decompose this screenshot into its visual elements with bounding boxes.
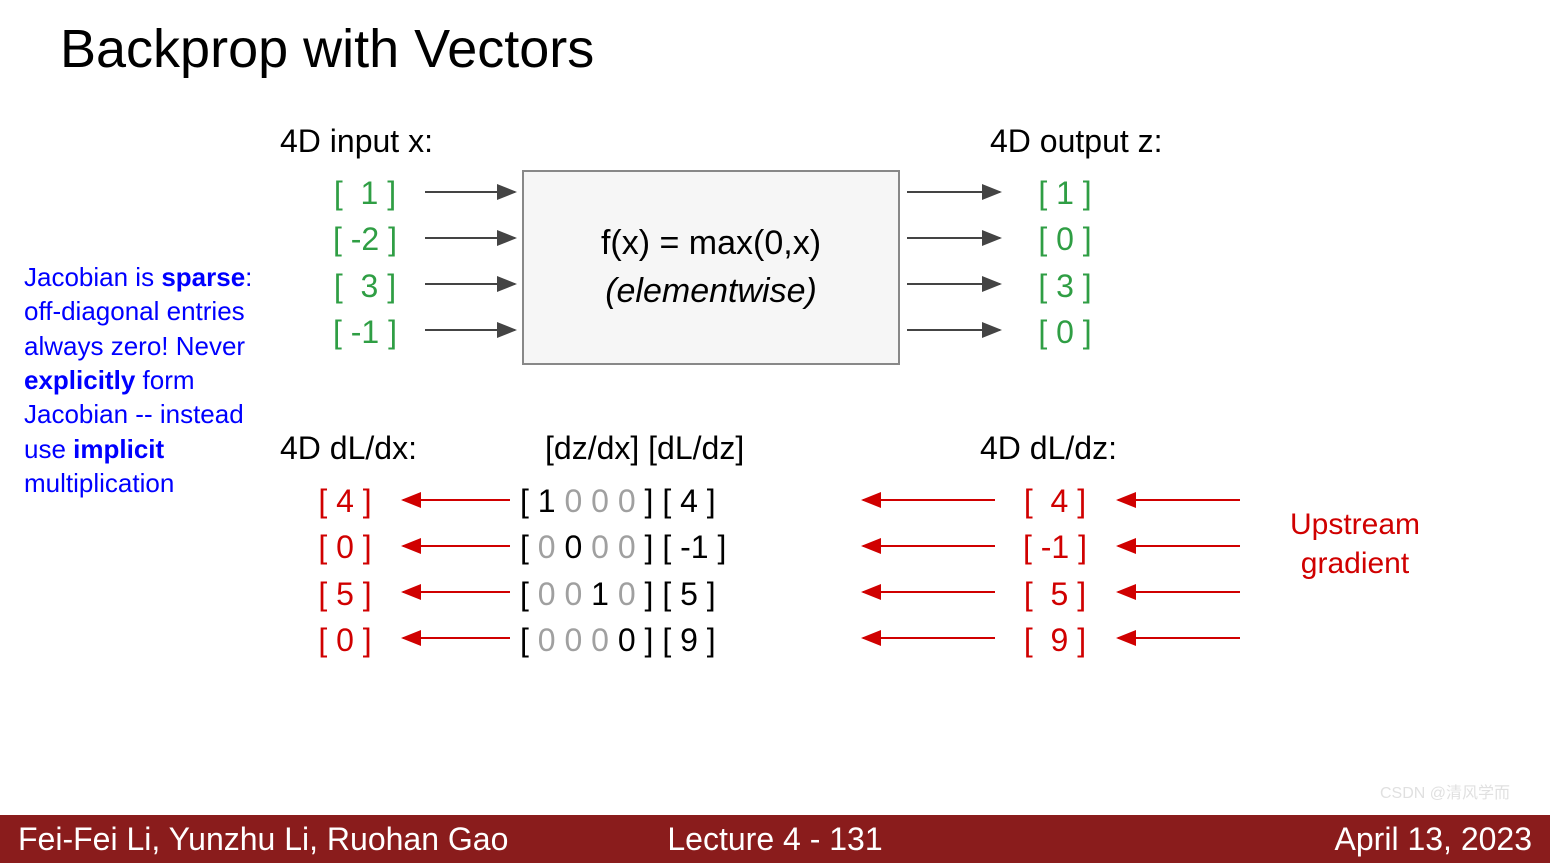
label-upstream-gradient: Upstream gradient bbox=[1270, 505, 1440, 583]
vector-dldx: [ 4 ][ 0 ][ 5 ][ 0 ] bbox=[300, 478, 390, 664]
func-line1: f(x) = max(0,x) bbox=[524, 220, 898, 268]
label-input-x: 4D input x: bbox=[280, 123, 433, 160]
footer-mid: Lecture 4 - 131 bbox=[667, 821, 882, 858]
side-note-jacobian: Jacobian is sparse: off-diagonal entries… bbox=[24, 260, 254, 500]
footer-right: April 13, 2023 bbox=[1335, 821, 1532, 858]
jacobian-matrix: [ 1 0 0 0 ] [ 4 ][ 0 0 0 0 ] [ -1 ][ 0 0… bbox=[520, 478, 726, 664]
vector-x: [ 1 ][ -2 ][ 3 ][ -1 ] bbox=[310, 170, 420, 356]
watermark: CSDN @清风学而 bbox=[1380, 779, 1510, 803]
arrows-back-3 bbox=[1110, 478, 1245, 678]
vector-z: [ 1 ][ 0 ][ 3 ][ 0 ] bbox=[1010, 170, 1120, 356]
label-dldx: 4D dL/dx: bbox=[280, 430, 417, 467]
footer-bar: Fei-Fei Li, Yunzhu Li, Ruohan Gao Lectur… bbox=[0, 815, 1550, 863]
arrows-back-1 bbox=[395, 478, 515, 678]
vector-dldz: [ 4 ][ -1 ][ 5 ][ 9 ] bbox=[1005, 478, 1105, 664]
function-box: f(x) = max(0,x) (elementwise) bbox=[522, 170, 900, 365]
arrows-forward-right bbox=[902, 170, 1007, 370]
func-line2: (elementwise) bbox=[524, 268, 898, 316]
label-dldz: 4D dL/dz: bbox=[980, 430, 1117, 467]
arrows-forward-left bbox=[420, 170, 520, 370]
slide-title: Backprop with Vectors bbox=[60, 18, 594, 80]
arrows-back-2 bbox=[855, 478, 1000, 678]
footer-left: Fei-Fei Li, Yunzhu Li, Ruohan Gao bbox=[18, 821, 508, 858]
label-output-z: 4D output z: bbox=[990, 123, 1163, 160]
label-jacobian: [dz/dx] [dL/dz] bbox=[545, 430, 744, 467]
